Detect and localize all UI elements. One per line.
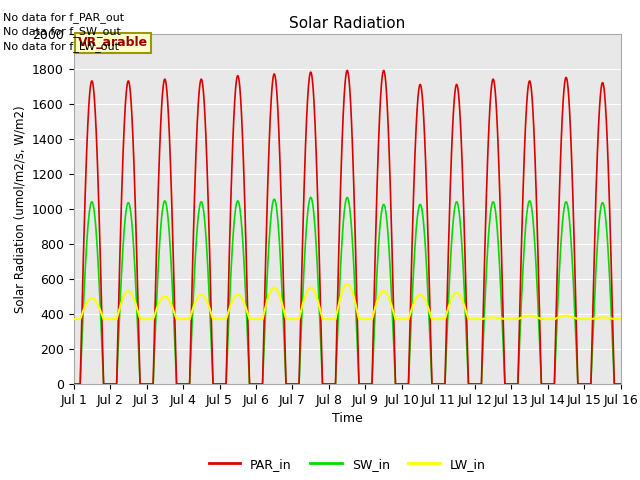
Title: Solar Radiation: Solar Radiation bbox=[289, 16, 405, 31]
Y-axis label: Solar Radiation (umol/m2/s, W/m2): Solar Radiation (umol/m2/s, W/m2) bbox=[13, 105, 26, 312]
Text: No data for f_SW_out: No data for f_SW_out bbox=[3, 26, 121, 37]
Text: No data for f_PAR_out: No data for f_PAR_out bbox=[3, 12, 124, 23]
Legend: PAR_in, SW_in, LW_in: PAR_in, SW_in, LW_in bbox=[204, 453, 491, 476]
Text: VR_arable: VR_arable bbox=[78, 36, 148, 49]
X-axis label: Time: Time bbox=[332, 412, 363, 425]
Text: No data for f_LW_out: No data for f_LW_out bbox=[3, 41, 119, 52]
